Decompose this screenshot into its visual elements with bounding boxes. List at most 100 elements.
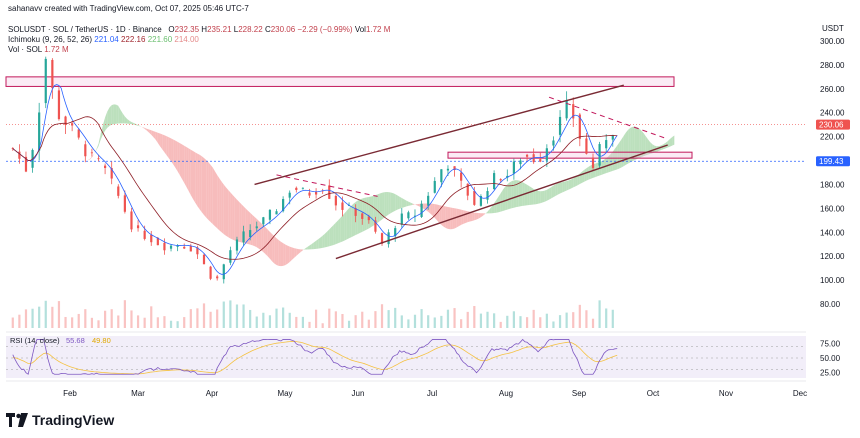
cloud-bullish-segment [105,111,108,131]
cloud-bearish-segment [450,207,453,230]
cloud-bearish-segment [142,127,145,129]
cloud-bullish-segment [302,248,306,251]
volume-bar [130,310,133,328]
volume-bar [354,315,357,328]
ichimoku-value-3: 221.60 [147,35,173,44]
volume-bar [18,314,21,328]
ichimoku-value-1: 221.04 [94,35,119,44]
month-tick-label: May [277,389,292,398]
cloud-bullish-segment [305,247,308,250]
volume-bar [57,301,61,328]
cloud-bullish-segment [340,215,343,243]
cloud-bullish-segment [625,129,629,165]
cloud-bearish-segment [417,203,420,207]
cloud-bullish-segment [344,210,347,241]
dashed-trendline [276,174,378,197]
month-tick-label: Sep [572,389,587,398]
cloud-bullish-segment [379,192,383,222]
cloud-bullish-segment [669,137,673,147]
month-tick-label: Apr [206,389,219,398]
candle-up [446,168,450,171]
candle-down [308,192,311,196]
candle-down [525,154,529,157]
candle-down [354,208,357,216]
candle-up [611,134,614,140]
cloud-bearish-segment [254,216,257,248]
candle-down [117,186,120,196]
month-tick-label: Jul [427,389,437,398]
price-tick-label: 100.00 [820,276,845,285]
cloud-bullish-segment [96,143,99,151]
candle-up [400,213,403,225]
resistance-zone [5,76,675,87]
cloud-bullish-segment [544,189,547,202]
cloud-bullish-segment [535,190,539,205]
rsi-band [6,336,806,378]
volume-bar [479,313,483,328]
cloud-bullish-segment [135,123,139,126]
cloud-bullish-segment [672,135,675,146]
volume-bar [506,315,509,328]
cloud-bullish-segment [529,186,532,206]
cloud-bearish-segment [91,153,95,158]
cloud-bullish-segment [524,183,528,206]
cloud-bullish-segment [584,168,587,182]
low-value: 228.22 [238,25,263,34]
price-tick-label: 160.00 [820,204,845,213]
cloud-bullish-segment [346,208,350,240]
cloud-bullish-segment [518,180,521,207]
volume-bar [361,311,364,328]
volume-bar [249,309,252,328]
tradingview-logo[interactable]: TradingView [6,412,114,428]
cloud-bullish-segment [509,181,512,209]
volume-bar [525,317,529,328]
cloud-bullish-segment [630,126,633,163]
cloud-bullish-segment [489,206,492,214]
last-price-tag [816,119,850,130]
candle-up [176,245,179,247]
cloud-bearish-segment [146,128,150,133]
cloud-bullish-segment [573,177,576,188]
candle-up [394,228,397,237]
cloud-bearish-segment [157,132,161,147]
cloud-bearish-segment [221,181,224,235]
cloud-bearish-segment [225,187,229,238]
candle-down [136,225,140,229]
candle-down [341,202,344,210]
volume-bar [242,304,245,328]
volume-bar [202,303,206,328]
volume-bar [427,315,430,328]
cloud-bullish-segment [388,192,391,215]
cloud-bearish-segment [217,175,220,231]
price-tick-label: 180.00 [820,180,845,189]
cloud-bullish-segment [588,165,591,180]
volume-bar [103,310,107,328]
candle-down [209,266,212,279]
cloud-bearish-segment [171,138,174,165]
cloud-bearish-segment [258,220,262,251]
candle-down [216,276,219,279]
cloud-bullish-segment [406,200,409,207]
volume-bar [77,313,80,328]
cloud-bullish-segment [564,181,567,192]
cloud-bullish-segment [560,182,563,194]
cloud-bullish-segment [329,227,332,247]
candle-down [453,166,456,170]
volume-bar [229,300,232,328]
month-tick-label: Nov [719,389,733,398]
volume-bar [532,309,535,328]
cloud-bearish-segment [245,208,248,244]
cloud-bullish-segment [575,175,578,187]
cloud-bullish-segment [357,199,361,234]
month-tick-label: Feb [63,389,77,398]
cloud-bullish-segment [520,181,523,207]
cloud-bullish-segment [610,151,613,172]
candle-up [598,144,601,166]
cloud-bullish-segment [667,139,670,148]
cloud-bullish-segment [551,185,554,199]
cloud-bullish-segment [401,198,404,208]
candle-down [18,151,21,159]
candle-down [572,104,575,119]
cloud-bullish-segment [566,180,569,191]
